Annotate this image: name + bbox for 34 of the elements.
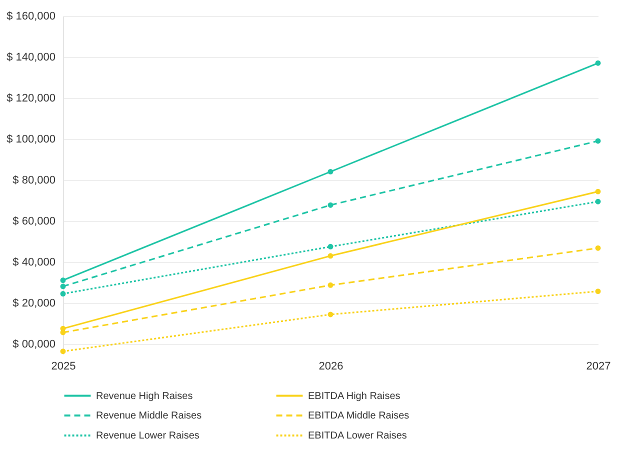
point [595, 198, 601, 204]
x-tick-label: 2025 [51, 360, 76, 372]
y-tick-label: $ 100,000 [6, 133, 56, 146]
legend-label: Revenue High Raises [96, 390, 193, 402]
point [328, 253, 334, 259]
point [328, 244, 334, 250]
x-tick-label: 2026 [318, 360, 344, 372]
y-tick-label: $ 20,000 [12, 297, 56, 310]
y-tick-label: $ 60,000 [12, 215, 56, 228]
legend-label: EBITDA High Raises [308, 390, 400, 402]
point [595, 288, 601, 294]
y-tick-label: $ 140,000 [6, 51, 56, 64]
point [595, 245, 601, 251]
y-tick-label: $ 160,000 [6, 10, 56, 22]
point [60, 291, 66, 297]
legend-label: Revenue Middle Raises [96, 410, 202, 422]
point [595, 138, 601, 144]
point [328, 202, 334, 208]
y-tick-label: $ 40,000 [12, 256, 56, 268]
y-tick-label: $ 120,000 [6, 92, 56, 104]
legend-label: Revenue Lower Raises [96, 430, 200, 442]
point [60, 348, 66, 354]
legend-label: EBITDA Lower Raises [308, 430, 407, 442]
point [328, 168, 334, 174]
point [595, 60, 601, 66]
legend-label: EBITDA Middle Raises [308, 410, 410, 422]
x-tick-label: 2027 [586, 360, 611, 372]
y-tick-label: $ 00,000 [12, 338, 56, 350]
point [328, 312, 334, 318]
y-tick-label: $ 80,000 [12, 174, 56, 186]
point [60, 284, 66, 290]
point [328, 282, 334, 288]
point [60, 278, 66, 283]
point [595, 188, 601, 194]
